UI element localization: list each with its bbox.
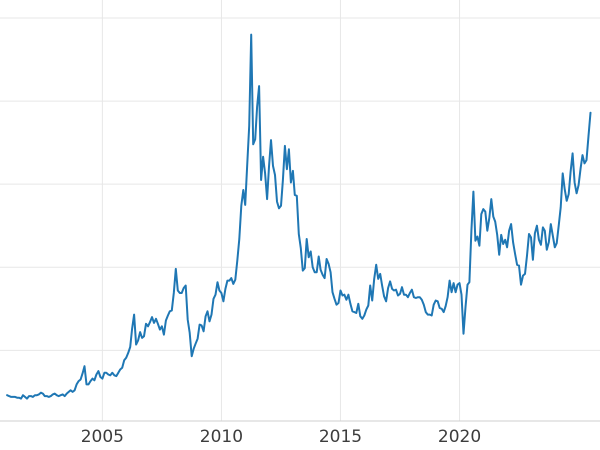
x-tick-label: 2005 (81, 427, 124, 447)
x-tick-label: 2010 (200, 427, 243, 447)
x-tick-label: 2020 (438, 427, 481, 447)
price-line (6, 33, 592, 400)
x-tick-label: 2015 (319, 427, 362, 447)
